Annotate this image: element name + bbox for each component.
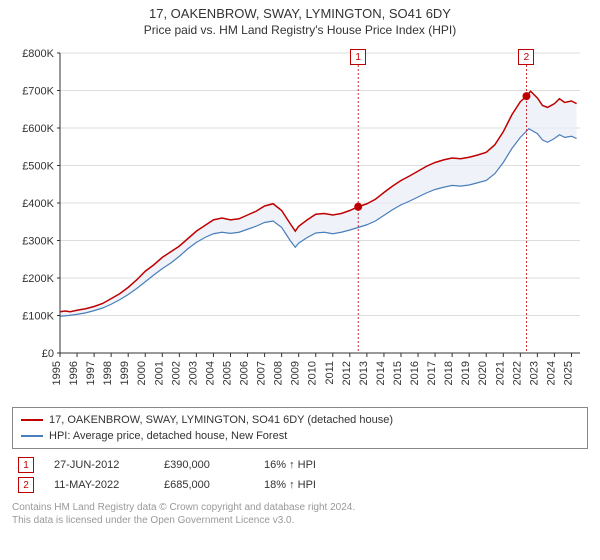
chart-area: £0 £100K £200K £300K £400K £500K £600K £700K £80… [12, 43, 588, 403]
transaction-marker: 2 [18, 477, 34, 493]
svg-text:2016: 2016 [409, 361, 421, 385]
svg-text:2002: 2002 [170, 361, 182, 385]
chart-container: 17, OAKENBROW, SWAY, LYMINGTON, SO41 6DY… [0, 0, 600, 560]
chart-marker-2: 2 [518, 49, 534, 65]
svg-text:2001: 2001 [153, 361, 165, 385]
legend: 17, OAKENBROW, SWAY, LYMINGTON, SO41 6DY… [12, 407, 588, 449]
svg-text:1995: 1995 [51, 361, 63, 385]
svg-text:2013: 2013 [358, 361, 370, 385]
svg-text:2012: 2012 [341, 361, 353, 385]
transaction-row-1: 1 27-JUN-2012 £390,000 16% ↑ HPI [12, 455, 588, 475]
svg-text:2004: 2004 [204, 361, 216, 385]
svg-text:£800K: £800K [22, 48, 54, 60]
svg-text:2008: 2008 [273, 361, 285, 385]
footer-line-1: Contains HM Land Registry data © Crown c… [12, 501, 588, 514]
svg-text:1999: 1999 [119, 361, 131, 385]
legend-row-1: HPI: Average price, detached house, New … [21, 428, 579, 444]
svg-text:£600K: £600K [22, 123, 54, 135]
legend-row-0: 17, OAKENBROW, SWAY, LYMINGTON, SO41 6DY… [21, 412, 579, 428]
chart-subtitle: Price paid vs. HM Land Registry's House … [12, 23, 588, 37]
svg-text:£300K: £300K [22, 236, 54, 248]
svg-text:£0: £0 [42, 348, 54, 360]
transaction-date: 27-JUN-2012 [54, 459, 144, 471]
svg-text:2017: 2017 [426, 361, 438, 385]
svg-text:2010: 2010 [307, 361, 319, 385]
transaction-pct: 16% ↑ HPI [264, 459, 354, 471]
legend-label: 17, OAKENBROW, SWAY, LYMINGTON, SO41 6DY… [49, 414, 393, 426]
svg-text:2000: 2000 [136, 361, 148, 385]
legend-swatch [21, 435, 43, 437]
svg-text:2020: 2020 [477, 361, 489, 385]
transaction-marker: 1 [18, 457, 34, 473]
footer-line-2: This data is licensed under the Open Gov… [12, 514, 588, 527]
svg-text:2024: 2024 [545, 361, 557, 385]
svg-text:2011: 2011 [324, 361, 336, 385]
svg-text:£700K: £700K [22, 86, 54, 98]
transactions-table: 1 27-JUN-2012 £390,000 16% ↑ HPI 2 11-MAY-202… [12, 455, 588, 495]
svg-text:£400K: £400K [22, 198, 54, 210]
svg-text:2022: 2022 [511, 361, 523, 385]
transaction-price: £685,000 [164, 479, 244, 491]
svg-text:2003: 2003 [187, 361, 199, 385]
transaction-price: £390,000 [164, 459, 244, 471]
transaction-date: 11-MAY-2022 [54, 479, 144, 491]
svg-text:1998: 1998 [102, 361, 114, 385]
svg-text:£200K: £200K [22, 273, 54, 285]
svg-text:2025: 2025 [562, 361, 574, 385]
transaction-row-2: 2 11-MAY-2022 £685,000 18% ↑ HPI [12, 475, 588, 495]
svg-text:2009: 2009 [290, 361, 302, 385]
svg-text:2015: 2015 [392, 361, 404, 385]
chart-svg: £0 £100K £200K £300K £400K £500K £600K £700K £80… [12, 43, 588, 403]
svg-text:2014: 2014 [375, 361, 387, 385]
chart-title: 17, OAKENBROW, SWAY, LYMINGTON, SO41 6DY [12, 6, 588, 21]
chart-marker-1: 1 [350, 49, 366, 65]
legend-label: HPI: Average price, detached house, New … [49, 430, 287, 442]
svg-text:2019: 2019 [460, 361, 472, 385]
svg-text:£500K: £500K [22, 161, 54, 173]
svg-text:2023: 2023 [528, 361, 540, 385]
footer-attribution: Contains HM Land Registry data © Crown c… [12, 501, 588, 527]
transaction-pct: 18% ↑ HPI [264, 479, 354, 491]
svg-text:2021: 2021 [494, 361, 506, 385]
svg-text:2005: 2005 [221, 361, 233, 385]
svg-text:2018: 2018 [443, 361, 455, 385]
svg-text:2006: 2006 [239, 361, 251, 385]
svg-text:£100K: £100K [22, 311, 54, 323]
svg-text:1996: 1996 [68, 361, 80, 385]
svg-text:2007: 2007 [256, 361, 268, 385]
svg-text:1997: 1997 [85, 361, 97, 385]
legend-swatch [21, 419, 43, 421]
